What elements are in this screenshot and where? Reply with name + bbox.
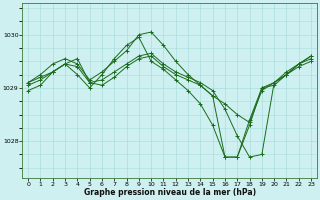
X-axis label: Graphe pression niveau de la mer (hPa): Graphe pression niveau de la mer (hPa) bbox=[84, 188, 256, 197]
